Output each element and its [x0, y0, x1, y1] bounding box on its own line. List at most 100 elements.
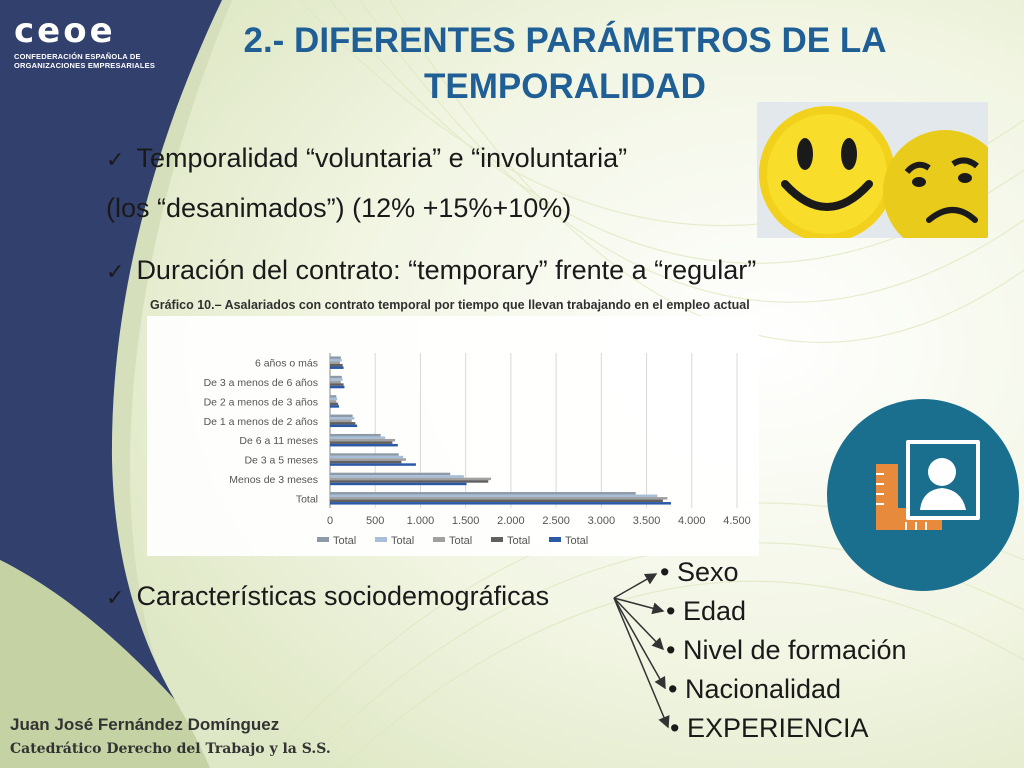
bar [330, 460, 402, 464]
point-caracteristicas: ✓ Características sociodemográficas [106, 580, 549, 615]
bar [330, 480, 489, 483]
bar [330, 436, 386, 439]
bar [330, 472, 451, 476]
legend-label: Total [449, 535, 472, 547]
list-item: • Nivel de formación [666, 635, 907, 665]
point-caracteristicas-text: Características sociodemográficas [136, 581, 550, 611]
legend-swatch [491, 537, 503, 542]
bar [330, 453, 399, 456]
user-profile-icon [826, 398, 1020, 592]
bar [330, 458, 406, 461]
bar [330, 358, 342, 362]
point-duracion: ✓ Duración del contrato: “temporary” fren… [106, 254, 756, 289]
bar [330, 463, 416, 466]
bar [330, 477, 491, 481]
point-temporalidad-detail: (los “desanimados”) (12% +15%+10%) [106, 193, 572, 223]
chart-asalariados-temporales: 0 500 1.000 1.500 2.000 2.500 3.000 3.500 4.000 4… [147, 298, 759, 556]
y-category-label: De 1 a menos de 2 años [204, 416, 318, 428]
bar [330, 366, 344, 369]
bar [330, 422, 356, 425]
bar [330, 499, 663, 503]
bar [330, 443, 398, 447]
slide-title: 2.- DIFERENTES PARÁMETROS DE LA TEMPORAL… [195, 18, 935, 110]
list-item: • EXPERIENCIA [670, 713, 869, 743]
x-tick-label: 1.500 [452, 515, 480, 527]
bar [330, 383, 344, 386]
x-tick-label: 3.000 [588, 515, 616, 527]
legend-swatch [433, 537, 445, 542]
bar [330, 405, 340, 408]
point-duracion-text: Duración del contrato: “temporary” frent… [136, 255, 757, 285]
bar [330, 492, 636, 495]
x-tick-label: 0 [327, 515, 333, 527]
y-category-label: 6 años o más [255, 358, 318, 370]
x-tick-label: 3.500 [633, 515, 661, 527]
bar [330, 375, 342, 379]
y-category-label: De 6 a 11 meses [239, 435, 318, 447]
point-temporalidad-text: Temporalidad “voluntaria” e “involuntari… [136, 143, 628, 173]
bar [330, 363, 343, 367]
bar [330, 397, 338, 401]
bar [330, 380, 341, 384]
legend-swatch [375, 537, 387, 542]
checkmark-icon: ✓ [106, 148, 125, 173]
y-category-label: Menos de 3 meses [229, 474, 318, 486]
legend-label: Total [507, 535, 530, 547]
bar [330, 455, 404, 459]
x-tick-label: 2.500 [542, 515, 570, 527]
bar [330, 497, 668, 500]
x-tick-label: 1.000 [407, 515, 435, 527]
bar [330, 438, 396, 442]
legend-swatch [549, 537, 561, 542]
legend-label: Total [565, 535, 588, 547]
logo-wordmark: ceoe [14, 11, 116, 51]
bar [330, 417, 355, 420]
legend-swatch [317, 537, 329, 542]
y-category-label: De 3 a 5 meses [244, 455, 318, 467]
chart-canvas: 0 500 1.000 1.500 2.000 2.500 3.000 3.500 4.000 4… [147, 316, 759, 556]
bar [330, 441, 393, 444]
y-category-label: De 3 a menos de 6 años [204, 377, 318, 389]
bar [330, 494, 658, 498]
checkmark-icon: ✓ [106, 586, 125, 611]
y-category-label: De 2 a menos de 3 años [204, 396, 318, 408]
slide-title-line-2: TEMPORALIDAD [424, 67, 706, 106]
legend-label: Total [333, 535, 356, 547]
list-item: • Edad [666, 596, 747, 626]
bar [330, 378, 343, 381]
list-item: • Sexo [660, 557, 739, 587]
slide-title-line-1: 2.- DIFERENTES PARÁMETROS DE LA [243, 21, 887, 60]
bar [330, 402, 339, 406]
bar [330, 502, 671, 505]
list-item-text: EXPERIENCIA [686, 713, 869, 743]
list-item-text: Nacionalidad [684, 674, 842, 704]
checkmark-icon: ✓ [106, 260, 125, 285]
bar [330, 385, 345, 389]
x-tick-label: 4.000 [678, 515, 706, 527]
chart-title: Gráfico 10.– Asalariados con contrato te… [150, 298, 750, 312]
list-item-text: Nivel de formación [682, 635, 907, 665]
list-item: • Nacionalidad [668, 674, 842, 704]
bar [330, 395, 337, 398]
logo-subtitle-2: ORGANIZACIONES EMPRESARIALES [14, 61, 156, 70]
list-item-text: Sexo [676, 557, 739, 587]
bar [330, 424, 358, 428]
bar [330, 400, 337, 403]
smiley-faces-image [757, 102, 988, 238]
x-tick-label: 4.500 [723, 515, 751, 527]
bar [330, 414, 353, 418]
bar [330, 433, 381, 437]
point-temporalidad: ✓ Temporalidad “voluntaria” e “involuntar… [106, 142, 627, 177]
ceoe-logo: ceoe CONFEDERACIÓN ESPAÑOLA DE ORGANIZAC… [14, 14, 164, 70]
bar [330, 482, 467, 486]
author-name: Juan José Fernández Domínguez [10, 715, 280, 734]
bar [330, 356, 341, 359]
bar [330, 419, 352, 423]
list-item-text: Edad [682, 596, 747, 626]
x-tick-label: 2.000 [497, 515, 525, 527]
x-tick-label: 500 [366, 515, 384, 527]
chart-background [147, 316, 759, 556]
legend-label: Total [391, 535, 414, 547]
bar [330, 361, 340, 364]
